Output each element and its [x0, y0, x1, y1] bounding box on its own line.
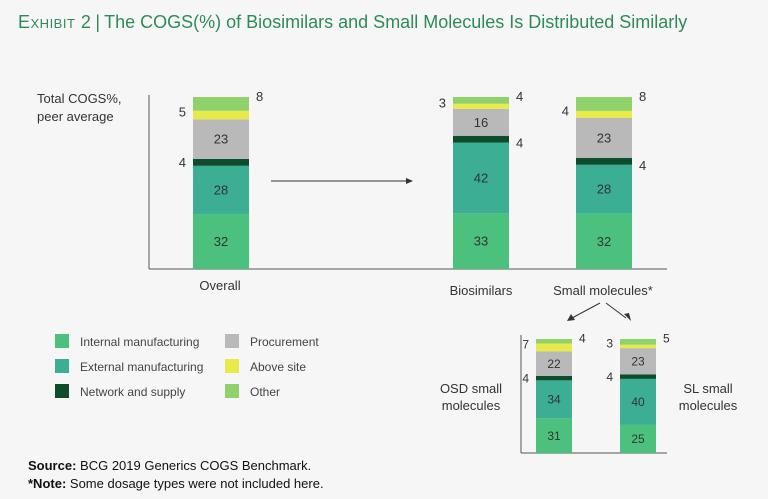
legend-label-external: External manufacturing	[80, 360, 203, 374]
data-label-overall-above-site: 5	[179, 104, 186, 119]
legend-swatch-internal	[55, 334, 69, 348]
bar-biosimilars-network-and-supply	[453, 135, 509, 143]
comparison-arrow-head	[406, 178, 413, 184]
bar-osd-small-molecules-internal-manufacturing	[536, 418, 572, 453]
data-label-small-molecules-internal-manufacturing: 32	[597, 234, 611, 249]
note-label: *Note:	[28, 476, 67, 491]
data-label-small-molecules-procurement: 23	[597, 130, 611, 145]
y-axis-label-line1: Total COGS%,	[37, 91, 122, 106]
bar-small-molecules-external-manufacturing	[576, 164, 632, 214]
legend-label-other: Other	[250, 385, 280, 399]
data-label-osd-small-molecules-procurement: 22	[547, 357, 561, 371]
exhibit-title: Exhibit 2 | The COGS(%) of Biosimilars and…	[18, 12, 687, 33]
legend-swatch-external	[55, 359, 69, 373]
data-label-small-molecules-above-site: 4	[562, 104, 569, 119]
bar-sl-small-molecules-external-manufacturing	[620, 378, 656, 425]
legend-swatch-network	[55, 384, 69, 398]
legend-label-network: Network and supply	[80, 385, 185, 399]
legend-label-internal: Internal manufacturing	[80, 335, 199, 349]
category-label-overall: Overall	[199, 278, 240, 293]
data-label-sl-small-molecules-external-manufacturing: 40	[631, 395, 645, 409]
split-arrow-right	[605, 302, 627, 319]
data-label-small-molecules-other: 8	[639, 89, 646, 104]
bar-small-molecules-network-and-supply	[576, 157, 632, 165]
bar-osd-small-molecules-network-and-supply	[536, 375, 572, 381]
bar-sl-small-molecules-procurement	[620, 348, 656, 375]
category-label-sl-line2: molecules	[679, 398, 738, 413]
bar-sl-small-molecules-other	[620, 339, 656, 345]
bar-overall-procurement	[193, 119, 249, 159]
data-label-biosimilars-internal-manufacturing: 33	[474, 234, 488, 249]
bar-sl-small-molecules-above-site	[620, 344, 656, 349]
exhibit-label: Exhibit 2	[18, 12, 92, 32]
data-label-overall-external-manufacturing: 28	[214, 182, 228, 197]
data-label-biosimilars-procurement: 16	[474, 115, 488, 130]
legend-swatch-other	[225, 384, 239, 398]
category-label-osd-line1: OSD small	[440, 381, 502, 396]
split-arrow-right-head	[624, 313, 631, 321]
note-line: *Note: Some dosage types were not includ…	[28, 476, 324, 491]
bar-osd-small-molecules-external-manufacturing	[536, 380, 572, 419]
data-label-biosimilars-network-and-supply: 4	[516, 136, 523, 151]
data-label-osd-small-molecules-internal-manufacturing: 31	[547, 429, 561, 443]
bar-overall-network-and-supply	[193, 158, 249, 166]
split-arrow-left-head	[567, 314, 575, 321]
bar-small-molecules-other	[576, 97, 632, 111]
data-label-osd-small-molecules-network-and-supply: 4	[522, 371, 529, 385]
note-text: Some dosage types were not included here…	[69, 476, 324, 491]
split-arrow-left	[571, 302, 601, 319]
data-label-overall-internal-manufacturing: 32	[214, 234, 228, 249]
bar-overall-above-site	[193, 110, 249, 120]
bar-biosimilars-procurement	[453, 108, 509, 136]
data-label-sl-small-molecules-internal-manufacturing: 25	[631, 432, 645, 446]
data-label-biosimilars-other: 4	[516, 89, 523, 104]
bar-osd-small-molecules-above-site	[536, 343, 572, 352]
data-label-small-molecules-network-and-supply: 4	[639, 158, 646, 173]
data-label-osd-small-molecules-other: 4	[579, 332, 586, 346]
data-label-biosimilars-above-site: 3	[439, 96, 446, 111]
title-separator: |	[95, 12, 101, 32]
category-label-small-molecules: Small molecules*	[553, 283, 653, 298]
y-axis-label-line2: peer average	[37, 109, 114, 124]
bar-small-molecules-procurement	[576, 117, 632, 158]
legend-swatch-above	[225, 359, 239, 373]
bar-small-molecules-internal-manufacturing	[576, 213, 632, 269]
bar-osd-small-molecules-other	[536, 339, 572, 344]
bar-overall-internal-manufacturing	[193, 213, 249, 269]
source-label: Source:	[28, 458, 77, 473]
data-label-overall-other: 8	[256, 89, 263, 104]
data-label-small-molecules-external-manufacturing: 28	[597, 182, 611, 197]
bar-biosimilars-internal-manufacturing	[453, 213, 509, 269]
legend-label-procurement: Procurement	[250, 335, 319, 349]
category-label-biosimilars: Biosimilars	[450, 283, 513, 298]
legend-swatch-procurement	[225, 334, 239, 348]
data-label-overall-procurement: 23	[214, 132, 228, 147]
source-text: BCG 2019 Generics COGS Benchmark.	[80, 458, 312, 473]
source-line: Source: BCG 2019 Generics COGS Benchmark…	[28, 458, 311, 473]
legend: Internal manufacturing Procurement Exter…	[55, 334, 319, 399]
bar-overall-other	[193, 97, 249, 111]
bar-sl-small-molecules-network-and-supply	[620, 374, 656, 379]
data-label-overall-network-and-supply: 4	[179, 155, 186, 170]
bar-small-molecules-above-site	[576, 110, 632, 118]
bar-sl-small-molecules-internal-manufacturing	[620, 424, 656, 453]
data-label-sl-small-molecules-other: 5	[663, 332, 670, 346]
bar-biosimilars-above-site	[453, 103, 509, 109]
legend-label-above: Above site	[250, 360, 306, 374]
bar-biosimilars-other	[453, 97, 509, 104]
data-label-sl-small-molecules-procurement: 23	[631, 354, 645, 368]
category-label-osd-line2: molecules	[442, 398, 501, 413]
bar-overall-external-manufacturing	[193, 165, 249, 214]
bar-biosimilars-external-manufacturing	[453, 142, 509, 214]
category-label-sl-line1: SL small	[683, 381, 732, 396]
data-label-biosimilars-external-manufacturing: 42	[474, 170, 488, 185]
data-label-sl-small-molecules-network-and-supply: 4	[606, 370, 613, 384]
data-label-osd-small-molecules-above-site: 7	[522, 338, 529, 352]
exhibit-title-text: The COGS(%) of Biosimilars and Small Mol…	[104, 12, 688, 32]
data-label-osd-small-molecules-external-manufacturing: 34	[547, 393, 561, 407]
data-label-sl-small-molecules-above-site: 3	[606, 337, 613, 351]
bar-osd-small-molecules-procurement	[536, 351, 572, 376]
